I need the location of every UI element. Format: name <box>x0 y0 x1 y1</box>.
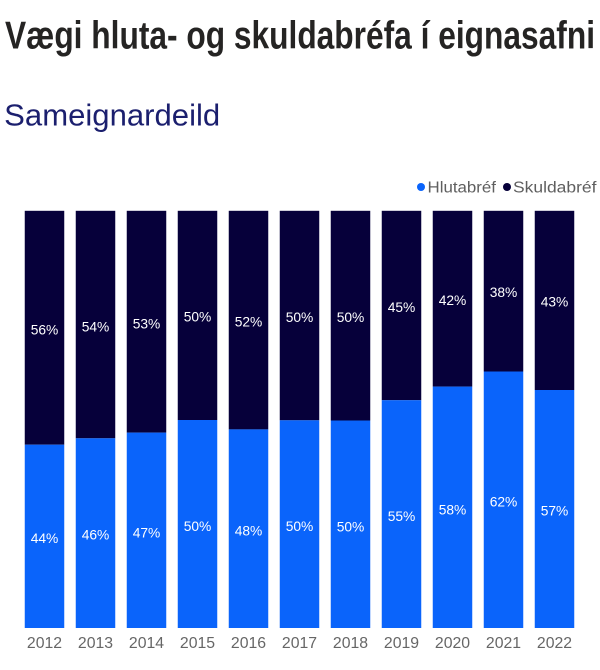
svg-text:62%: 62% <box>490 494 518 509</box>
svg-text:Vægi hluta- og skuldabréfa í e: Vægi hluta- og skuldabréfa í eignasafni <box>5 15 595 58</box>
svg-text:2016: 2016 <box>231 635 266 652</box>
svg-text:47%: 47% <box>133 525 161 540</box>
svg-text:42%: 42% <box>439 293 467 308</box>
svg-text:56%: 56% <box>31 323 59 338</box>
svg-text:48%: 48% <box>235 524 263 539</box>
svg-text:Skuldabréf: Skuldabréf <box>513 180 597 197</box>
svg-text:44%: 44% <box>31 531 59 546</box>
svg-text:2018: 2018 <box>333 635 368 652</box>
svg-text:50%: 50% <box>184 519 212 534</box>
svg-text:38%: 38% <box>490 285 518 300</box>
svg-text:2012: 2012 <box>27 635 62 652</box>
svg-text:2019: 2019 <box>384 635 419 652</box>
svg-text:2014: 2014 <box>129 635 164 652</box>
svg-text:46%: 46% <box>82 527 110 542</box>
svg-text:2022: 2022 <box>537 635 572 652</box>
svg-text:50%: 50% <box>337 519 365 534</box>
svg-text:53%: 53% <box>133 316 161 331</box>
svg-text:2015: 2015 <box>180 635 215 652</box>
svg-text:2013: 2013 <box>78 635 113 652</box>
svg-text:54%: 54% <box>82 319 110 334</box>
svg-text:52%: 52% <box>235 315 263 330</box>
svg-text:43%: 43% <box>541 295 569 310</box>
svg-text:58%: 58% <box>439 502 467 517</box>
svg-text:57%: 57% <box>541 504 569 519</box>
svg-text:Sameignardeild: Sameignardeild <box>4 98 220 133</box>
svg-text:2021: 2021 <box>486 635 521 652</box>
svg-text:50%: 50% <box>286 519 314 534</box>
svg-text:50%: 50% <box>337 310 365 325</box>
svg-text:2017: 2017 <box>282 635 317 652</box>
svg-text:Hlutabréf: Hlutabréf <box>428 180 497 197</box>
svg-text:2020: 2020 <box>435 635 470 652</box>
svg-text:45%: 45% <box>388 300 416 315</box>
svg-text:55%: 55% <box>388 509 416 524</box>
svg-text:50%: 50% <box>286 310 314 325</box>
svg-text:50%: 50% <box>184 310 212 325</box>
